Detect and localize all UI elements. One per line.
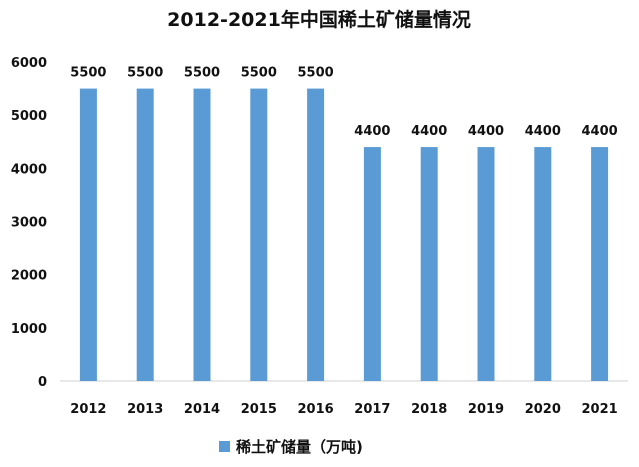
bar-2019 [477,147,495,381]
bar-2021 [591,147,609,381]
x-tick-label-2020: 2020 [525,402,561,417]
y-tick-label: 5000 [11,109,47,124]
data-label-2021: 4400 [582,124,618,139]
x-tick-label-2016: 2016 [298,402,334,417]
data-label-2013: 5500 [127,66,163,81]
y-tick-label: 0 [38,375,47,390]
legend-swatch [219,441,230,452]
bars [79,88,609,381]
data-labels: 5500 5500 5500 5500 5500 4400 4400 4400 4400 4400 [70,66,617,139]
bar-2014 [193,88,211,381]
x-tick-label-2018: 2018 [411,402,447,417]
data-label-2018: 4400 [411,124,447,139]
x-tick-label-2017: 2017 [354,402,390,417]
legend-label: 稀土矿储量（万吨) [236,438,363,456]
x-tick-label-2013: 2013 [127,402,163,417]
data-label-2014: 5500 [184,66,220,81]
x-axis-ticks: 2012 2013 2014 2015 2016 2017 2018 2019 2020 2021 [70,402,617,417]
bar-2012 [79,88,97,381]
data-label-2017: 4400 [354,124,390,139]
data-label-2015: 5500 [241,66,277,81]
bar-2013 [136,88,154,381]
x-tick-label-2021: 2021 [582,402,618,417]
chart-title: 2012-2021年中国稀土矿储量情况 [167,8,471,31]
data-label-2019: 4400 [468,124,504,139]
data-label-2020: 4400 [525,124,561,139]
y-tick-label: 4000 [11,162,47,177]
bar-2017 [363,147,381,381]
y-tick-label: 6000 [11,56,47,71]
data-label-2016: 5500 [298,66,334,81]
bar-2018 [420,147,438,381]
y-tick-label: 1000 [11,322,47,337]
y-axis-ticks: 0 1000 2000 3000 4000 5000 6000 [11,56,47,390]
bar-2015 [250,88,268,381]
y-tick-label: 3000 [11,216,47,231]
x-tick-label-2015: 2015 [241,402,277,417]
bar-2020 [534,147,552,381]
data-label-2012: 5500 [70,66,106,81]
x-tick-label-2019: 2019 [468,402,504,417]
legend: 稀土矿储量（万吨) [219,438,363,456]
x-tick-label-2014: 2014 [184,402,220,417]
x-tick-label-2012: 2012 [70,402,106,417]
y-tick-label: 2000 [11,269,47,284]
bar-2016 [307,88,325,381]
